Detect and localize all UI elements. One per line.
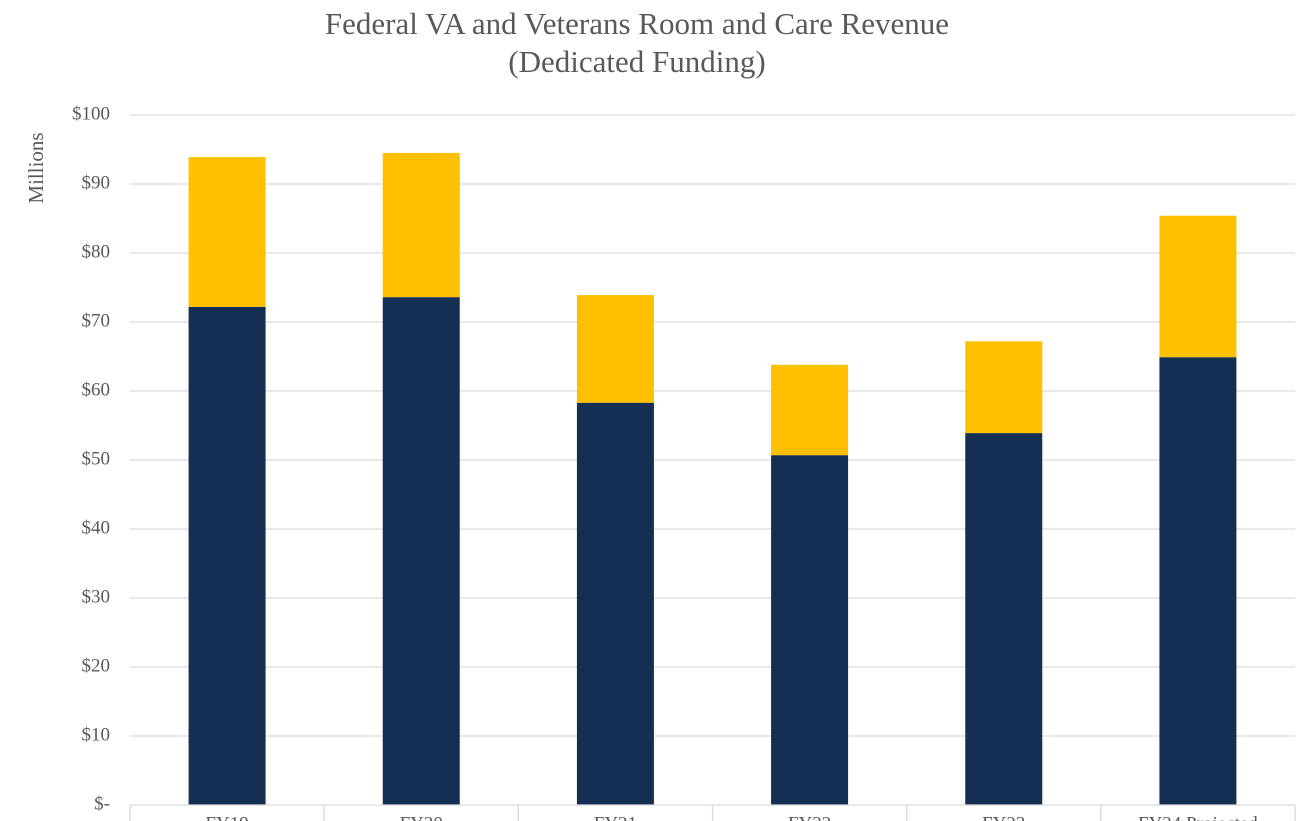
bar-segment (188, 306, 266, 805)
chart-title: (Dedicated Funding) (508, 44, 765, 79)
y-tick-label: $20 (82, 655, 111, 676)
chart-title: Federal VA and Veterans Room and Care Re… (325, 6, 949, 41)
bar-segment (1159, 215, 1237, 358)
bar-segment (188, 157, 266, 307)
y-tick-label: $100 (72, 103, 110, 124)
y-tick-label: $10 (82, 724, 111, 745)
bar-segment (576, 402, 654, 805)
y-tick-label: $50 (82, 448, 111, 469)
bar-segment (1159, 357, 1237, 805)
x-tick-label: FY23 (982, 813, 1025, 821)
bar-segment (965, 341, 1043, 434)
x-tick-label: FY24 Projected (1138, 813, 1258, 821)
x-tick-label: FY21 (594, 813, 637, 821)
x-tick-label: FY19 (205, 813, 248, 821)
y-tick-label: $80 (82, 241, 111, 262)
bar-segment (382, 152, 460, 298)
y-tick-label: $- (94, 793, 110, 814)
x-tick-label: FY22 (788, 813, 831, 821)
y-axis-label: Millions (24, 132, 48, 203)
bar-segment (965, 433, 1043, 805)
y-tick-label: $90 (82, 172, 111, 193)
y-tick-label: $30 (82, 586, 111, 607)
x-tick-label: FY20 (400, 813, 443, 821)
bar-segment (771, 455, 849, 805)
bar-segment (576, 295, 654, 403)
bar-segment (771, 364, 849, 456)
y-tick-label: $70 (82, 310, 111, 331)
bar-segment (382, 297, 460, 805)
y-tick-label: $60 (82, 379, 111, 400)
y-tick-label: $40 (82, 517, 111, 538)
